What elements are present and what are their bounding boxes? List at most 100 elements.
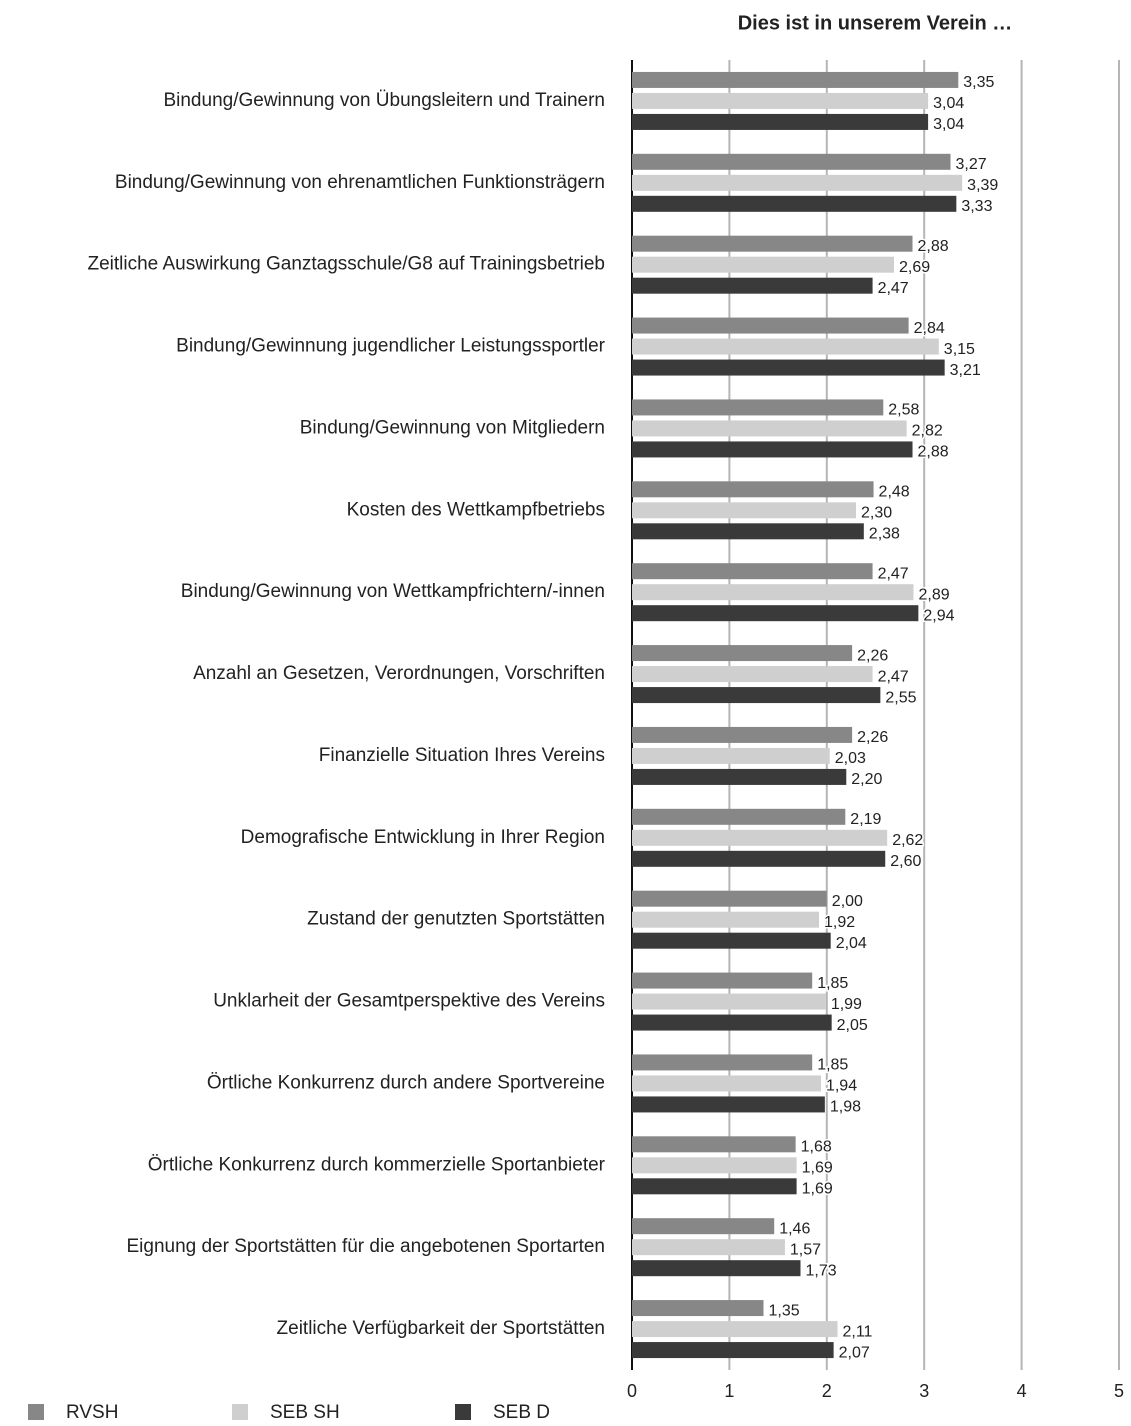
bar xyxy=(632,1342,834,1359)
category-label: Zeitliche Verfügbarkeit der Sportstätten xyxy=(277,1318,605,1339)
bar xyxy=(632,890,827,907)
bar xyxy=(632,1157,797,1174)
value-label: 2,19 xyxy=(850,811,881,828)
value-label: 1,99 xyxy=(831,996,862,1013)
category-label: Örtliche Konkurrenz durch kommerzielle S… xyxy=(148,1154,606,1175)
value-label: 1,46 xyxy=(779,1220,810,1237)
value-label: 2,38 xyxy=(869,526,900,543)
value-label: 1,94 xyxy=(826,1078,857,1095)
bar xyxy=(632,666,873,683)
legend-label: SEB SH xyxy=(270,1402,340,1423)
value-label: 1,92 xyxy=(824,914,855,931)
bar xyxy=(632,113,929,130)
value-label: 2,69 xyxy=(899,259,930,276)
value-label: 3,21 xyxy=(950,362,981,379)
value-label: 2,62 xyxy=(892,832,923,849)
bar xyxy=(632,235,913,252)
bar xyxy=(632,399,884,416)
value-label: 2,11 xyxy=(843,1323,873,1340)
bar xyxy=(632,481,874,498)
bar xyxy=(632,92,929,109)
legend-swatch xyxy=(28,1404,44,1420)
value-label: 2,04 xyxy=(836,935,867,952)
bar xyxy=(632,850,886,867)
category-label: Bindung/Gewinnung von Übungsleitern und … xyxy=(163,90,605,111)
bar xyxy=(632,768,847,785)
category-label: Bindung/Gewinnung von Wettkampfrichtern/… xyxy=(181,581,605,602)
value-label: 2,84 xyxy=(914,320,945,337)
bar xyxy=(632,277,873,294)
bar xyxy=(632,153,951,170)
category-label: Zustand der genutzten Sportstätten xyxy=(307,909,605,930)
category-label: Eignung der Sportstätten für die angebot… xyxy=(126,1236,605,1257)
category-label: Unklarheit der Gesamtperspektive des Ver… xyxy=(213,991,605,1012)
bar xyxy=(632,808,846,825)
category-label: Bindung/Gewinnung jugendlicher Leistungs… xyxy=(176,336,606,357)
bar xyxy=(632,338,939,355)
value-label: 1,85 xyxy=(817,1057,848,1074)
value-label: 3,04 xyxy=(933,116,964,133)
value-label: 2,89 xyxy=(918,586,949,603)
bar xyxy=(632,1239,785,1256)
bar xyxy=(632,1321,838,1338)
x-tick-label: 3 xyxy=(919,1381,929,1401)
value-label: 2,26 xyxy=(857,729,888,746)
bar xyxy=(632,1014,832,1031)
category-label: Anzahl an Gesetzen, Verordnungen, Vorsch… xyxy=(193,663,605,684)
value-label: 1,98 xyxy=(830,1099,861,1116)
value-label: 3,39 xyxy=(967,177,998,194)
value-label: 2,82 xyxy=(912,423,943,440)
value-label: 2,03 xyxy=(835,750,866,767)
bar xyxy=(632,359,945,376)
value-label: 1,69 xyxy=(802,1160,833,1177)
value-label: 2,47 xyxy=(878,565,909,582)
bar xyxy=(632,563,873,580)
bar xyxy=(632,420,907,437)
bar xyxy=(632,747,830,764)
bar xyxy=(632,71,959,88)
value-label: 2,55 xyxy=(885,689,916,706)
value-label: 2,58 xyxy=(888,402,919,419)
bar xyxy=(632,195,957,212)
value-label: 2,88 xyxy=(918,238,949,255)
x-tick-label: 1 xyxy=(724,1381,734,1401)
legend-label: SEB D xyxy=(493,1402,550,1423)
category-label: Bindung/Gewinnung von Mitgliedern xyxy=(300,417,605,438)
value-label: 2,48 xyxy=(879,484,910,501)
category-label: Finanzielle Situation Ihres Vereins xyxy=(319,745,605,766)
value-label: 2,07 xyxy=(839,1344,870,1361)
bar xyxy=(632,1054,813,1071)
bar xyxy=(632,174,963,191)
bar xyxy=(632,605,919,622)
bar xyxy=(632,911,820,928)
value-label: 2,88 xyxy=(918,444,949,461)
value-label: 2,60 xyxy=(890,853,921,870)
value-label: 3,35 xyxy=(963,74,994,91)
bar xyxy=(632,441,913,458)
x-tick-label: 5 xyxy=(1114,1381,1124,1401)
category-label: Örtliche Konkurrenz durch andere Sportve… xyxy=(207,1072,605,1093)
value-label: 1,69 xyxy=(802,1181,833,1198)
bar xyxy=(632,932,831,949)
bar xyxy=(632,1260,801,1277)
value-label: 2,00 xyxy=(832,893,863,910)
legend-swatch xyxy=(232,1404,248,1420)
category-label: Zeitliche Auswirkung Ganztagsschule/G8 a… xyxy=(88,254,606,275)
value-label: 2,94 xyxy=(923,607,954,624)
value-label: 1,73 xyxy=(806,1262,837,1279)
bar xyxy=(632,1300,764,1317)
bar xyxy=(632,256,895,273)
bar xyxy=(632,645,853,662)
bar xyxy=(632,1136,796,1153)
bar xyxy=(632,972,813,989)
value-label: 1,68 xyxy=(801,1139,832,1156)
legend-swatch xyxy=(455,1404,471,1420)
category-label: Kosten des Wettkampfbetriebs xyxy=(347,499,605,520)
bar xyxy=(632,584,914,601)
bar xyxy=(632,829,888,846)
x-tick-label: 4 xyxy=(1017,1381,1027,1401)
value-label: 2,47 xyxy=(878,668,909,685)
bar xyxy=(632,687,881,704)
bar xyxy=(632,726,853,743)
